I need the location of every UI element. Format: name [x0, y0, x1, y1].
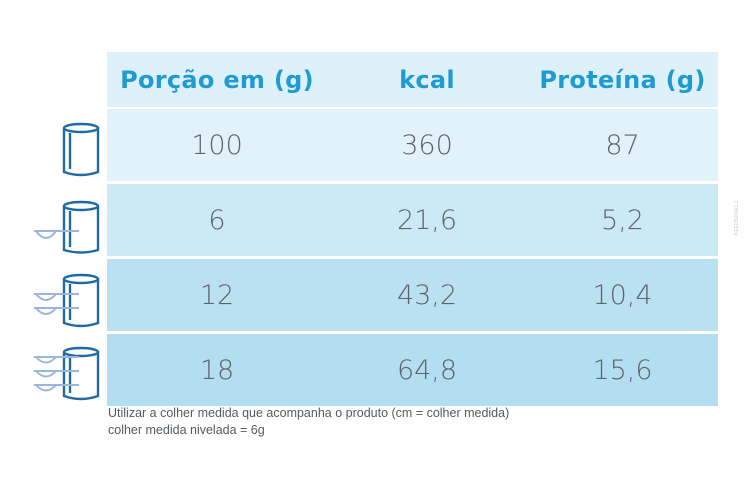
portion-value: 6	[208, 204, 226, 236]
container-three-scoops-icon	[30, 333, 105, 405]
container-icon	[30, 109, 105, 181]
kcal-value: 64,8	[396, 354, 458, 386]
side-code: KEED5004a1.2	[734, 200, 740, 235]
container-two-scoops-icon	[30, 258, 105, 330]
table-row: 12 43,2 10,4	[107, 259, 718, 331]
portion-value: 100	[191, 129, 243, 161]
nutrition-table: Porção em (g) kcal Proteína (g) 100 360 …	[107, 52, 718, 409]
footnotes: Utilizar a colher medida que acompanha o…	[108, 405, 509, 439]
table-header-row: Porção em (g) kcal Proteína (g)	[107, 52, 718, 107]
footnote-scoop-usage: Utilizar a colher medida que acompanha o…	[108, 406, 510, 420]
kcal-value: 21,6	[396, 204, 458, 236]
table-row: 18 64,8 15,6	[107, 334, 718, 406]
protein-value: 5,2	[601, 204, 644, 236]
header-protein: Proteína (g)	[539, 65, 706, 94]
protein-value: 10,4	[592, 279, 653, 311]
protein-value: 87	[605, 129, 640, 161]
footnote-scoop-weight: colher medida nivelada = 6g	[108, 423, 265, 437]
container-one-scoop-icon	[30, 183, 105, 255]
portion-value: 12	[199, 279, 235, 311]
header-kcal: kcal	[399, 65, 455, 94]
portion-value: 18	[199, 354, 235, 386]
table-row: 6 21,6 5,2	[107, 184, 718, 256]
kcal-value: 43,2	[396, 279, 458, 311]
kcal-value: 360	[401, 129, 453, 161]
header-portion: Porção em (g)	[120, 65, 314, 94]
table-row: 100 360 87	[107, 109, 718, 181]
protein-value: 15,6	[592, 354, 653, 386]
